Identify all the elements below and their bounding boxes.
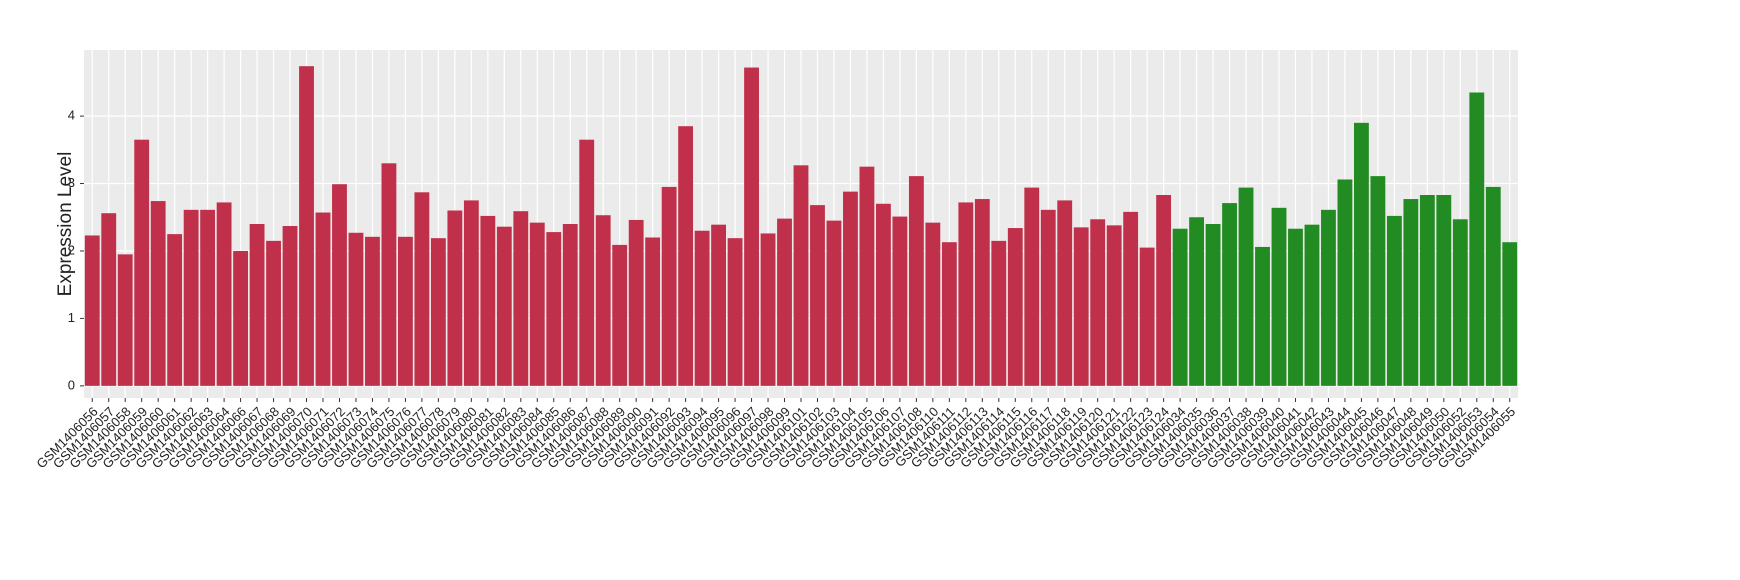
bar <box>1403 199 1419 386</box>
bar <box>1106 225 1122 386</box>
bar <box>183 209 199 386</box>
bar <box>216 202 232 386</box>
bar <box>101 213 117 386</box>
bar <box>744 67 759 386</box>
bar <box>925 222 941 386</box>
bar <box>315 212 331 386</box>
bar <box>1370 176 1386 386</box>
bar <box>513 211 529 386</box>
bar <box>299 66 314 386</box>
bar <box>661 186 677 386</box>
bar <box>1090 219 1106 386</box>
bar <box>117 254 133 386</box>
bar <box>529 222 545 386</box>
bar <box>678 126 694 386</box>
bar <box>134 139 150 386</box>
bar <box>1255 246 1270 386</box>
bar <box>694 230 710 386</box>
bar <box>859 166 875 386</box>
bar <box>1386 215 1402 386</box>
bar <box>397 236 413 386</box>
bar <box>200 209 216 386</box>
bar <box>1419 195 1435 386</box>
bar <box>793 165 809 386</box>
bar <box>282 226 298 386</box>
bar <box>348 232 364 386</box>
bar <box>1337 179 1353 386</box>
bar <box>150 201 166 386</box>
bar <box>1040 209 1056 386</box>
y-tick-label: 3 <box>68 175 75 190</box>
bar <box>760 233 776 386</box>
bar <box>628 219 644 386</box>
bar <box>167 234 183 386</box>
bar <box>843 191 858 386</box>
bar <box>727 238 743 386</box>
bar <box>1469 92 1485 386</box>
bar <box>826 220 842 386</box>
bar <box>496 226 512 386</box>
bar <box>463 200 479 386</box>
bar <box>480 215 496 386</box>
bar <box>430 238 446 386</box>
bar <box>381 163 397 386</box>
y-tick-label: 2 <box>68 242 75 257</box>
bar <box>1205 224 1221 386</box>
bar <box>1024 187 1040 386</box>
bar <box>562 224 578 386</box>
bar <box>1222 203 1237 386</box>
bar <box>1271 207 1287 386</box>
bar <box>546 232 562 386</box>
bar <box>1172 228 1188 386</box>
bar <box>1304 224 1320 386</box>
bar <box>777 218 792 386</box>
bar <box>645 237 661 386</box>
y-tick-label: 1 <box>68 310 75 325</box>
bar <box>1288 228 1303 386</box>
bar <box>974 199 990 386</box>
bar <box>365 236 380 386</box>
y-tick-label: 0 <box>68 377 75 392</box>
bar <box>1321 209 1336 386</box>
bar <box>233 250 249 386</box>
bar <box>1238 187 1254 386</box>
bar <box>892 216 908 386</box>
bar <box>1123 211 1139 386</box>
bar <box>1189 217 1205 386</box>
bar <box>266 240 281 386</box>
bar <box>612 244 628 386</box>
bar <box>1452 219 1468 386</box>
bar <box>414 192 430 386</box>
bar <box>810 205 825 386</box>
y-axis-title: Expression Level <box>55 152 76 297</box>
bar <box>595 215 611 386</box>
bar <box>1156 195 1172 386</box>
bar <box>991 240 1007 386</box>
bar <box>908 176 924 386</box>
bar <box>1073 227 1089 386</box>
bar <box>447 210 463 386</box>
bar <box>579 139 595 386</box>
bar <box>1057 200 1073 386</box>
bar <box>958 202 974 386</box>
bar <box>84 235 100 386</box>
bars <box>84 66 1518 386</box>
bar <box>332 184 347 386</box>
bar <box>1139 247 1155 386</box>
bar <box>1502 242 1518 386</box>
bar <box>1485 186 1501 386</box>
bar <box>249 224 265 386</box>
bar <box>1436 195 1452 386</box>
bar <box>1007 228 1023 386</box>
bar <box>1353 122 1369 386</box>
bar <box>941 242 957 386</box>
bar <box>711 224 727 386</box>
bar <box>875 203 891 386</box>
y-tick-label: 4 <box>68 108 75 123</box>
